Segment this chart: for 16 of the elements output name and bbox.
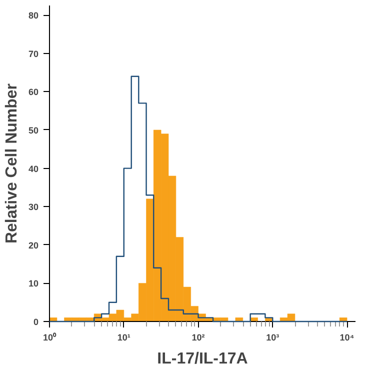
y-axis-title: Relative Cell Number xyxy=(3,83,20,244)
x-tick-label: 10² xyxy=(192,332,205,342)
y-tick-label: 40 xyxy=(28,164,39,174)
y-tick-label: 60 xyxy=(28,87,39,98)
x-tick-label: 10⁴ xyxy=(340,332,354,342)
x-tick-label: 10³ xyxy=(266,332,280,342)
y-tick-label: 10 xyxy=(28,278,39,289)
x-tick-label: 10⁰ xyxy=(42,332,58,342)
y-tick-label: 80 xyxy=(28,10,39,21)
y-tick-label: 50 xyxy=(28,125,39,136)
y-tick-label: 70 xyxy=(28,48,39,59)
x-tick-label: 10¹ xyxy=(117,332,130,342)
y-tick-label: 30 xyxy=(28,202,39,212)
x-axis-title: IL-17/IL-17A xyxy=(157,350,248,368)
y-tick-label: 0 xyxy=(33,317,39,327)
y-tick-label: 20 xyxy=(28,240,39,250)
